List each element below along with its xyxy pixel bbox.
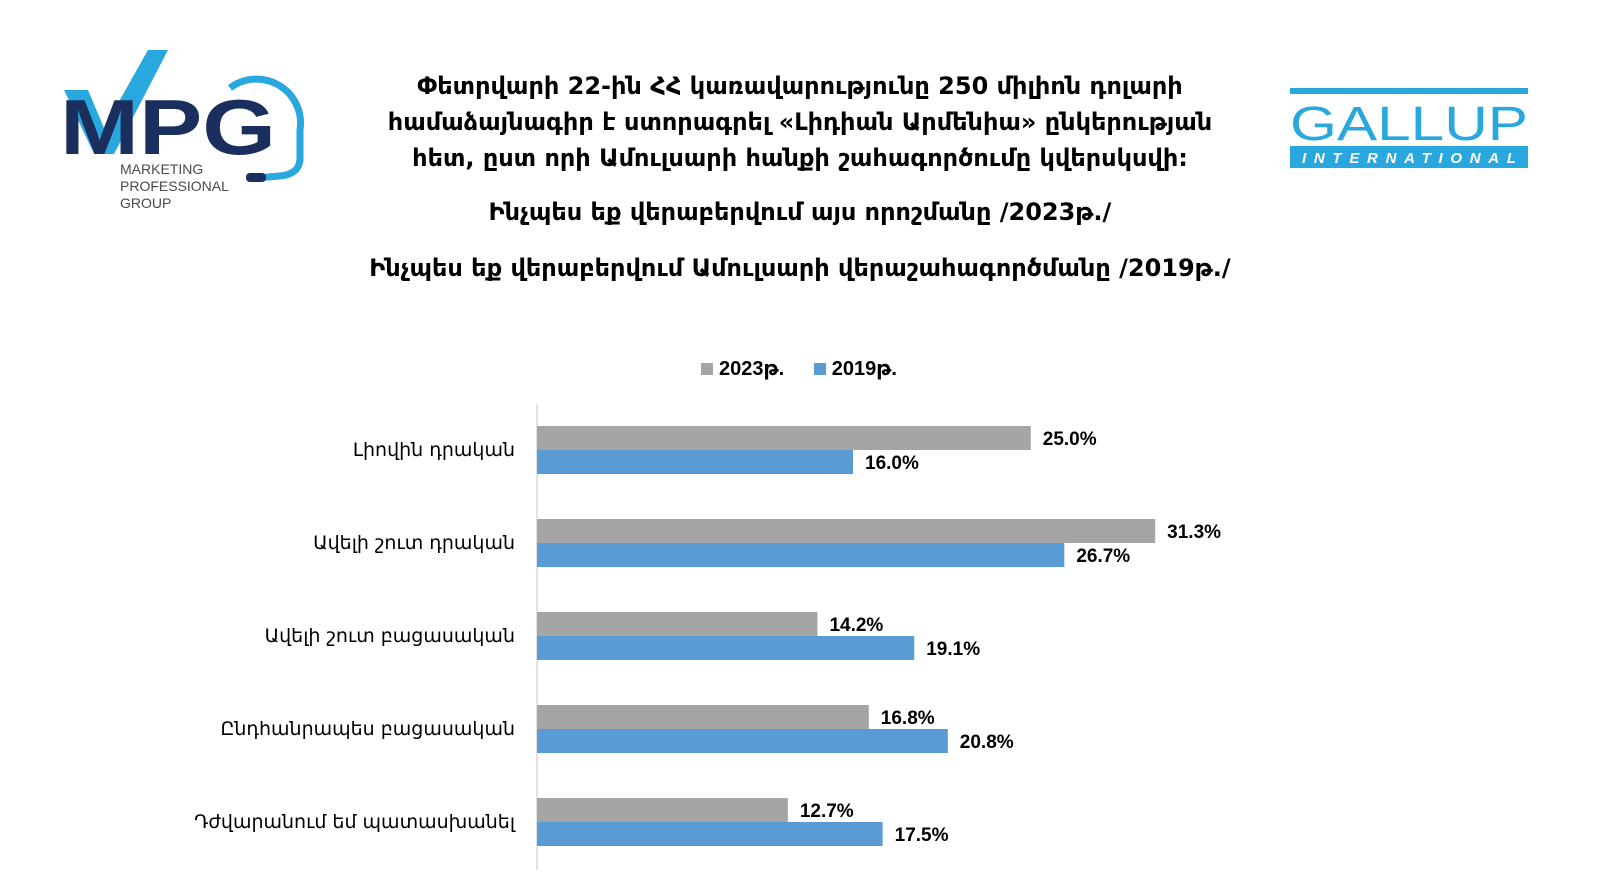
bar-2023: [537, 705, 869, 729]
category-label: Ավելի շուտ դրական: [313, 532, 515, 554]
title-question-2019: Ինչպես եք վերաբերվում Ամուլսարի վերաշահա…: [369, 254, 1231, 282]
legend-label-2023: 2023թ.: [719, 358, 785, 380]
headset-icon: [227, 75, 305, 182]
data-label-2023: 12.7%: [800, 801, 854, 822]
title-line-2: համաձայնագիր է ստորագրել «Լիդիան Արմենիա…: [387, 108, 1213, 136]
mpg-check-mark-icon: [64, 50, 168, 154]
data-label-2019: 20.8%: [960, 732, 1014, 753]
headset-mic-icon: [246, 173, 266, 182]
data-label-2023: 14.2%: [829, 615, 883, 636]
legend-item-2023: 2023թ.: [701, 356, 784, 381]
mpg-text-line-1: MARKETING: [120, 161, 203, 177]
gallup-logo: GALLUP INTERNATIONAL: [1290, 88, 1534, 172]
gallup-top-bar: [1290, 88, 1528, 94]
bar-2023: [537, 519, 1156, 543]
data-label-2019: 19.1%: [926, 639, 980, 660]
data-label-2019: 16.0%: [865, 453, 919, 474]
title-line-3: հետ, ըստ որի Ամուլսարի հանքի շահագործում…: [412, 144, 1188, 172]
category-label: Ավելի շուտ բացասական: [265, 625, 515, 647]
chart-legend: 2023թ. 2019թ.: [0, 356, 1598, 381]
data-label-2023: 25.0%: [1043, 429, 1097, 450]
legend-swatch-2019: [813, 362, 826, 375]
bar-2019: [537, 450, 853, 474]
category-label: Ընդհանրապես բացասական: [220, 718, 515, 740]
data-label-2019: 26.7%: [1076, 546, 1130, 567]
legend-swatch-2023: [701, 362, 714, 375]
bar-2023: [537, 798, 788, 822]
title-question-2023: Ինչպես եք վերաբերվում այս որոշմանը /2023…: [488, 198, 1112, 226]
legend-item-2019: 2019թ.: [813, 356, 897, 381]
bar-2019: [537, 729, 948, 753]
data-label-2023: 31.3%: [1167, 522, 1221, 543]
gallup-word: GALLUP: [1290, 98, 1528, 151]
mpg-text-line-3: GROUP: [120, 195, 171, 211]
gallup-sub-bar: [1290, 146, 1528, 168]
data-label-2019: 17.5%: [895, 825, 949, 846]
legend-label-2019: 2019թ.: [831, 358, 897, 380]
bar-2019: [537, 543, 1065, 567]
category-label: Լիովին դրական: [353, 439, 515, 461]
bar-2023: [537, 426, 1031, 450]
data-label-2023: 16.8%: [881, 708, 935, 729]
bar-2023: [537, 612, 818, 636]
mpg-mark-text: MPG: [60, 83, 276, 171]
bar-2019: [537, 822, 883, 846]
mpg-text-line-2: PROFESSIONAL: [120, 178, 229, 194]
title-line-1: Փետրվարի 22-ին ՀՀ կառավարությունը 250 մի…: [417, 72, 1183, 100]
mpg-logo: MPG MARKETING PROFESSIONAL GROUP: [60, 50, 320, 220]
category-label: Դժվարանում եմ պատասխանել: [194, 811, 516, 833]
bar-2019: [537, 636, 915, 660]
